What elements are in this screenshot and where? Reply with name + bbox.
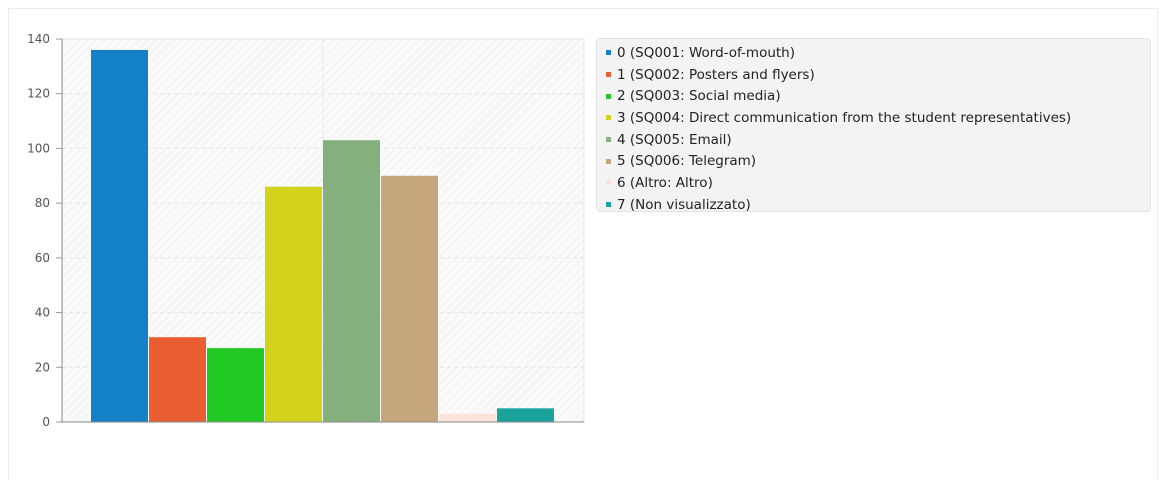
legend-swatch — [606, 93, 611, 99]
bar-4[interactable] — [323, 140, 380, 422]
y-tick-label: 0 — [42, 415, 50, 429]
bar-2[interactable] — [207, 348, 264, 422]
bar-0[interactable] — [91, 49, 148, 422]
y-tick-label: 120 — [27, 87, 50, 101]
legend-label: 7 (Non visualizzato) — [617, 196, 751, 213]
legend-item-2[interactable]: 2 (SQ003: Social media) — [606, 85, 1150, 107]
legend-label: 6 (Altro: Altro) — [617, 174, 713, 191]
legend-swatch — [606, 137, 611, 143]
legend-label: 5 (SQ006: Telegram) — [617, 153, 757, 170]
legend-swatch — [606, 72, 611, 78]
legend-swatch — [606, 115, 611, 121]
legend-swatch — [606, 202, 611, 208]
legend-swatch — [606, 50, 611, 56]
y-tick-label: 60 — [35, 251, 50, 265]
legend-item-6[interactable]: 6 (Altro: Altro) — [606, 172, 1150, 194]
legend-label: 0 (SQ001: Word-of-mouth) — [617, 44, 795, 61]
bar-3[interactable] — [265, 186, 322, 422]
legend-item-5[interactable]: 5 (SQ006: Telegram) — [606, 150, 1150, 172]
legend-item-4[interactable]: 4 (SQ005: Email) — [606, 129, 1150, 151]
y-tick-label: 40 — [35, 306, 50, 320]
legend-item-7[interactable]: 7 (Non visualizzato) — [606, 194, 1150, 216]
legend-item-0[interactable]: 0 (SQ001: Word-of-mouth) — [606, 42, 1150, 64]
legend: 0 (SQ001: Word-of-mouth) 1 (SQ002: Poster… — [596, 38, 1151, 213]
bar-5[interactable] — [381, 175, 438, 422]
legend-swatch — [606, 158, 611, 164]
chart-frame — [8, 8, 1158, 480]
y-tick-label: 140 — [27, 32, 50, 46]
legend-swatch — [606, 180, 611, 186]
y-tick-label: 20 — [35, 360, 50, 374]
legend-item-3[interactable]: 3 (SQ004: Direct communication from the … — [606, 107, 1150, 129]
legend-label: 3 (SQ004: Direct communication from the … — [617, 109, 1072, 126]
bar-7[interactable] — [497, 408, 554, 422]
legend-item-1[interactable]: 1 (SQ002: Posters and flyers) — [606, 64, 1150, 86]
legend-label: 1 (SQ002: Posters and flyers) — [617, 66, 815, 83]
bar-1[interactable] — [149, 337, 206, 422]
legend-label: 2 (SQ003: Social media) — [617, 88, 781, 105]
bar-6[interactable] — [439, 413, 496, 422]
legend-label: 4 (SQ005: Email) — [617, 131, 732, 148]
y-tick-label: 80 — [35, 196, 50, 210]
y-tick-label: 100 — [27, 141, 50, 155]
